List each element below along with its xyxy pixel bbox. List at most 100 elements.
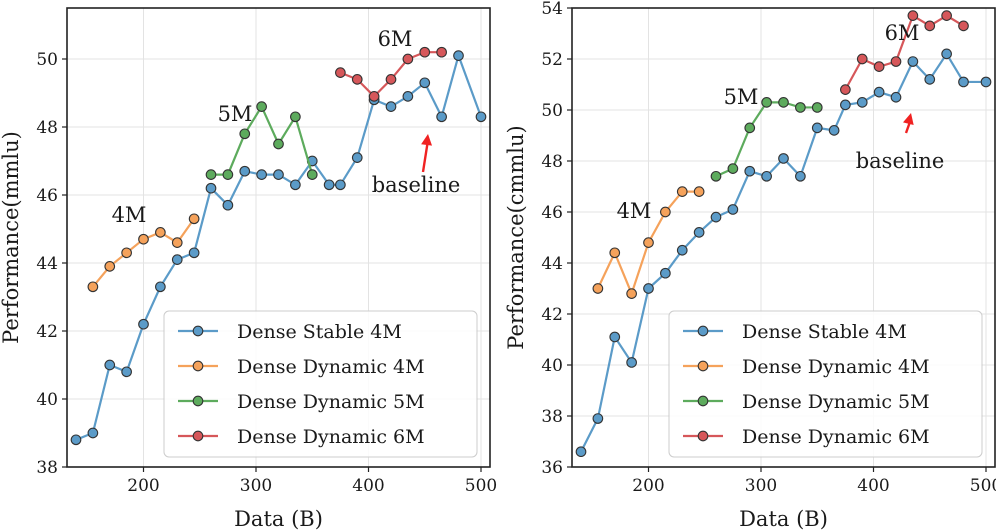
legend-marker	[192, 360, 204, 372]
data-point	[436, 46, 447, 58]
legend-label: Dense Dynamic 5M	[237, 391, 425, 413]
data-point	[188, 213, 200, 225]
data-point	[980, 76, 992, 88]
data-point	[840, 84, 851, 95]
data-point	[385, 101, 397, 112]
x-tick-label: 400	[857, 476, 889, 496]
x-axis-title: Data (B)	[739, 507, 828, 531]
legend-marker	[192, 325, 204, 337]
data-point	[290, 111, 301, 123]
chart-panel-1: 200 300 400 500 38 40 42 44 46 48 50 Data (B) Perfor…	[0, 7, 497, 531]
data-point	[256, 169, 267, 180]
data-point	[856, 53, 868, 65]
data-point	[171, 254, 183, 265]
data-point	[121, 247, 132, 259]
data-point	[273, 138, 284, 150]
data-point	[436, 111, 447, 123]
y-tick-label: 36	[541, 458, 563, 478]
data-point	[676, 186, 688, 197]
legend: Dense Stable 4M Dense Dynamic 4M Dense Dyn…	[163, 310, 478, 458]
data-point	[660, 206, 671, 218]
legend-box	[163, 310, 478, 458]
data-point	[453, 50, 464, 61]
data-point	[811, 102, 823, 113]
data-point	[419, 46, 431, 58]
data-point	[958, 76, 969, 88]
legend-marker	[697, 430, 709, 442]
y-tick-label: 48	[541, 152, 563, 172]
legend-marker	[697, 360, 709, 372]
data-point	[205, 169, 217, 180]
data-point	[856, 96, 868, 108]
legend-label: Dense Stable 4M	[742, 321, 907, 343]
y-tick-label: 46	[541, 203, 563, 223]
plot-frame	[571, 7, 996, 468]
x-tick-label: 200	[127, 476, 159, 496]
data-point	[811, 122, 823, 134]
data-point	[419, 77, 431, 89]
data-point	[87, 427, 99, 439]
data-point	[924, 74, 936, 85]
data-point	[222, 199, 234, 211]
legend-label: Dense Stable 4M	[237, 321, 402, 343]
y-tick-label: 44	[541, 254, 563, 274]
data-point	[907, 10, 919, 21]
data-point	[795, 170, 806, 182]
x-tick-label: 500	[465, 476, 497, 496]
baseline-arrow	[421, 139, 430, 173]
data-point	[475, 111, 487, 123]
y-axis-title: Performance(mmlu)	[0, 131, 23, 344]
x-tick-label: 500	[970, 476, 996, 496]
data-point	[402, 53, 414, 65]
data-point	[873, 61, 885, 73]
data-point	[104, 359, 116, 371]
legend-marker	[192, 430, 204, 442]
data-point	[778, 96, 789, 108]
annotation-label: 6M	[885, 21, 920, 45]
data-point	[368, 91, 380, 102]
data-point	[626, 357, 637, 368]
data-point	[306, 169, 318, 180]
data-point	[155, 281, 166, 293]
legend-label: Dense Dynamic 6M	[237, 426, 425, 448]
annotation-label: baseline	[372, 173, 461, 197]
x-axis-title: Data (B)	[234, 507, 323, 531]
data-point	[385, 74, 397, 85]
data-point	[171, 237, 183, 248]
annotation-label: 6M	[378, 27, 413, 51]
annotation-label: baseline	[856, 149, 945, 173]
data-point	[239, 165, 251, 177]
data-point	[761, 96, 772, 108]
legend-label: Dense Dynamic 6M	[742, 426, 930, 448]
data-point	[744, 122, 756, 134]
legend-marker	[697, 325, 709, 337]
legend-label: Dense Dynamic 5M	[742, 391, 930, 413]
data-point	[87, 281, 99, 293]
data-point	[778, 153, 789, 164]
data-point	[643, 237, 654, 248]
data-point	[840, 99, 851, 111]
data-point	[941, 10, 952, 21]
annotation-label: 4M	[112, 203, 147, 227]
data-point	[70, 434, 82, 446]
data-point	[941, 48, 952, 60]
data-point	[323, 179, 335, 191]
data-point	[795, 102, 806, 113]
data-point	[155, 227, 166, 238]
annotation-label: 5M	[724, 85, 759, 109]
y-tick-label: 38	[36, 458, 58, 478]
y-tick-label: 44	[36, 254, 58, 274]
y-tick-label: 46	[36, 186, 58, 206]
annotation-label: 4M	[617, 199, 652, 223]
data-point	[575, 446, 587, 458]
x-tick-label: 200	[632, 476, 664, 496]
data-point	[351, 74, 363, 85]
data-point	[676, 244, 688, 256]
data-point	[592, 413, 604, 424]
baseline-arrow-head	[902, 113, 914, 126]
data-point	[744, 165, 756, 177]
data-point	[256, 101, 267, 112]
data-point	[402, 91, 414, 102]
data-point	[727, 204, 739, 215]
